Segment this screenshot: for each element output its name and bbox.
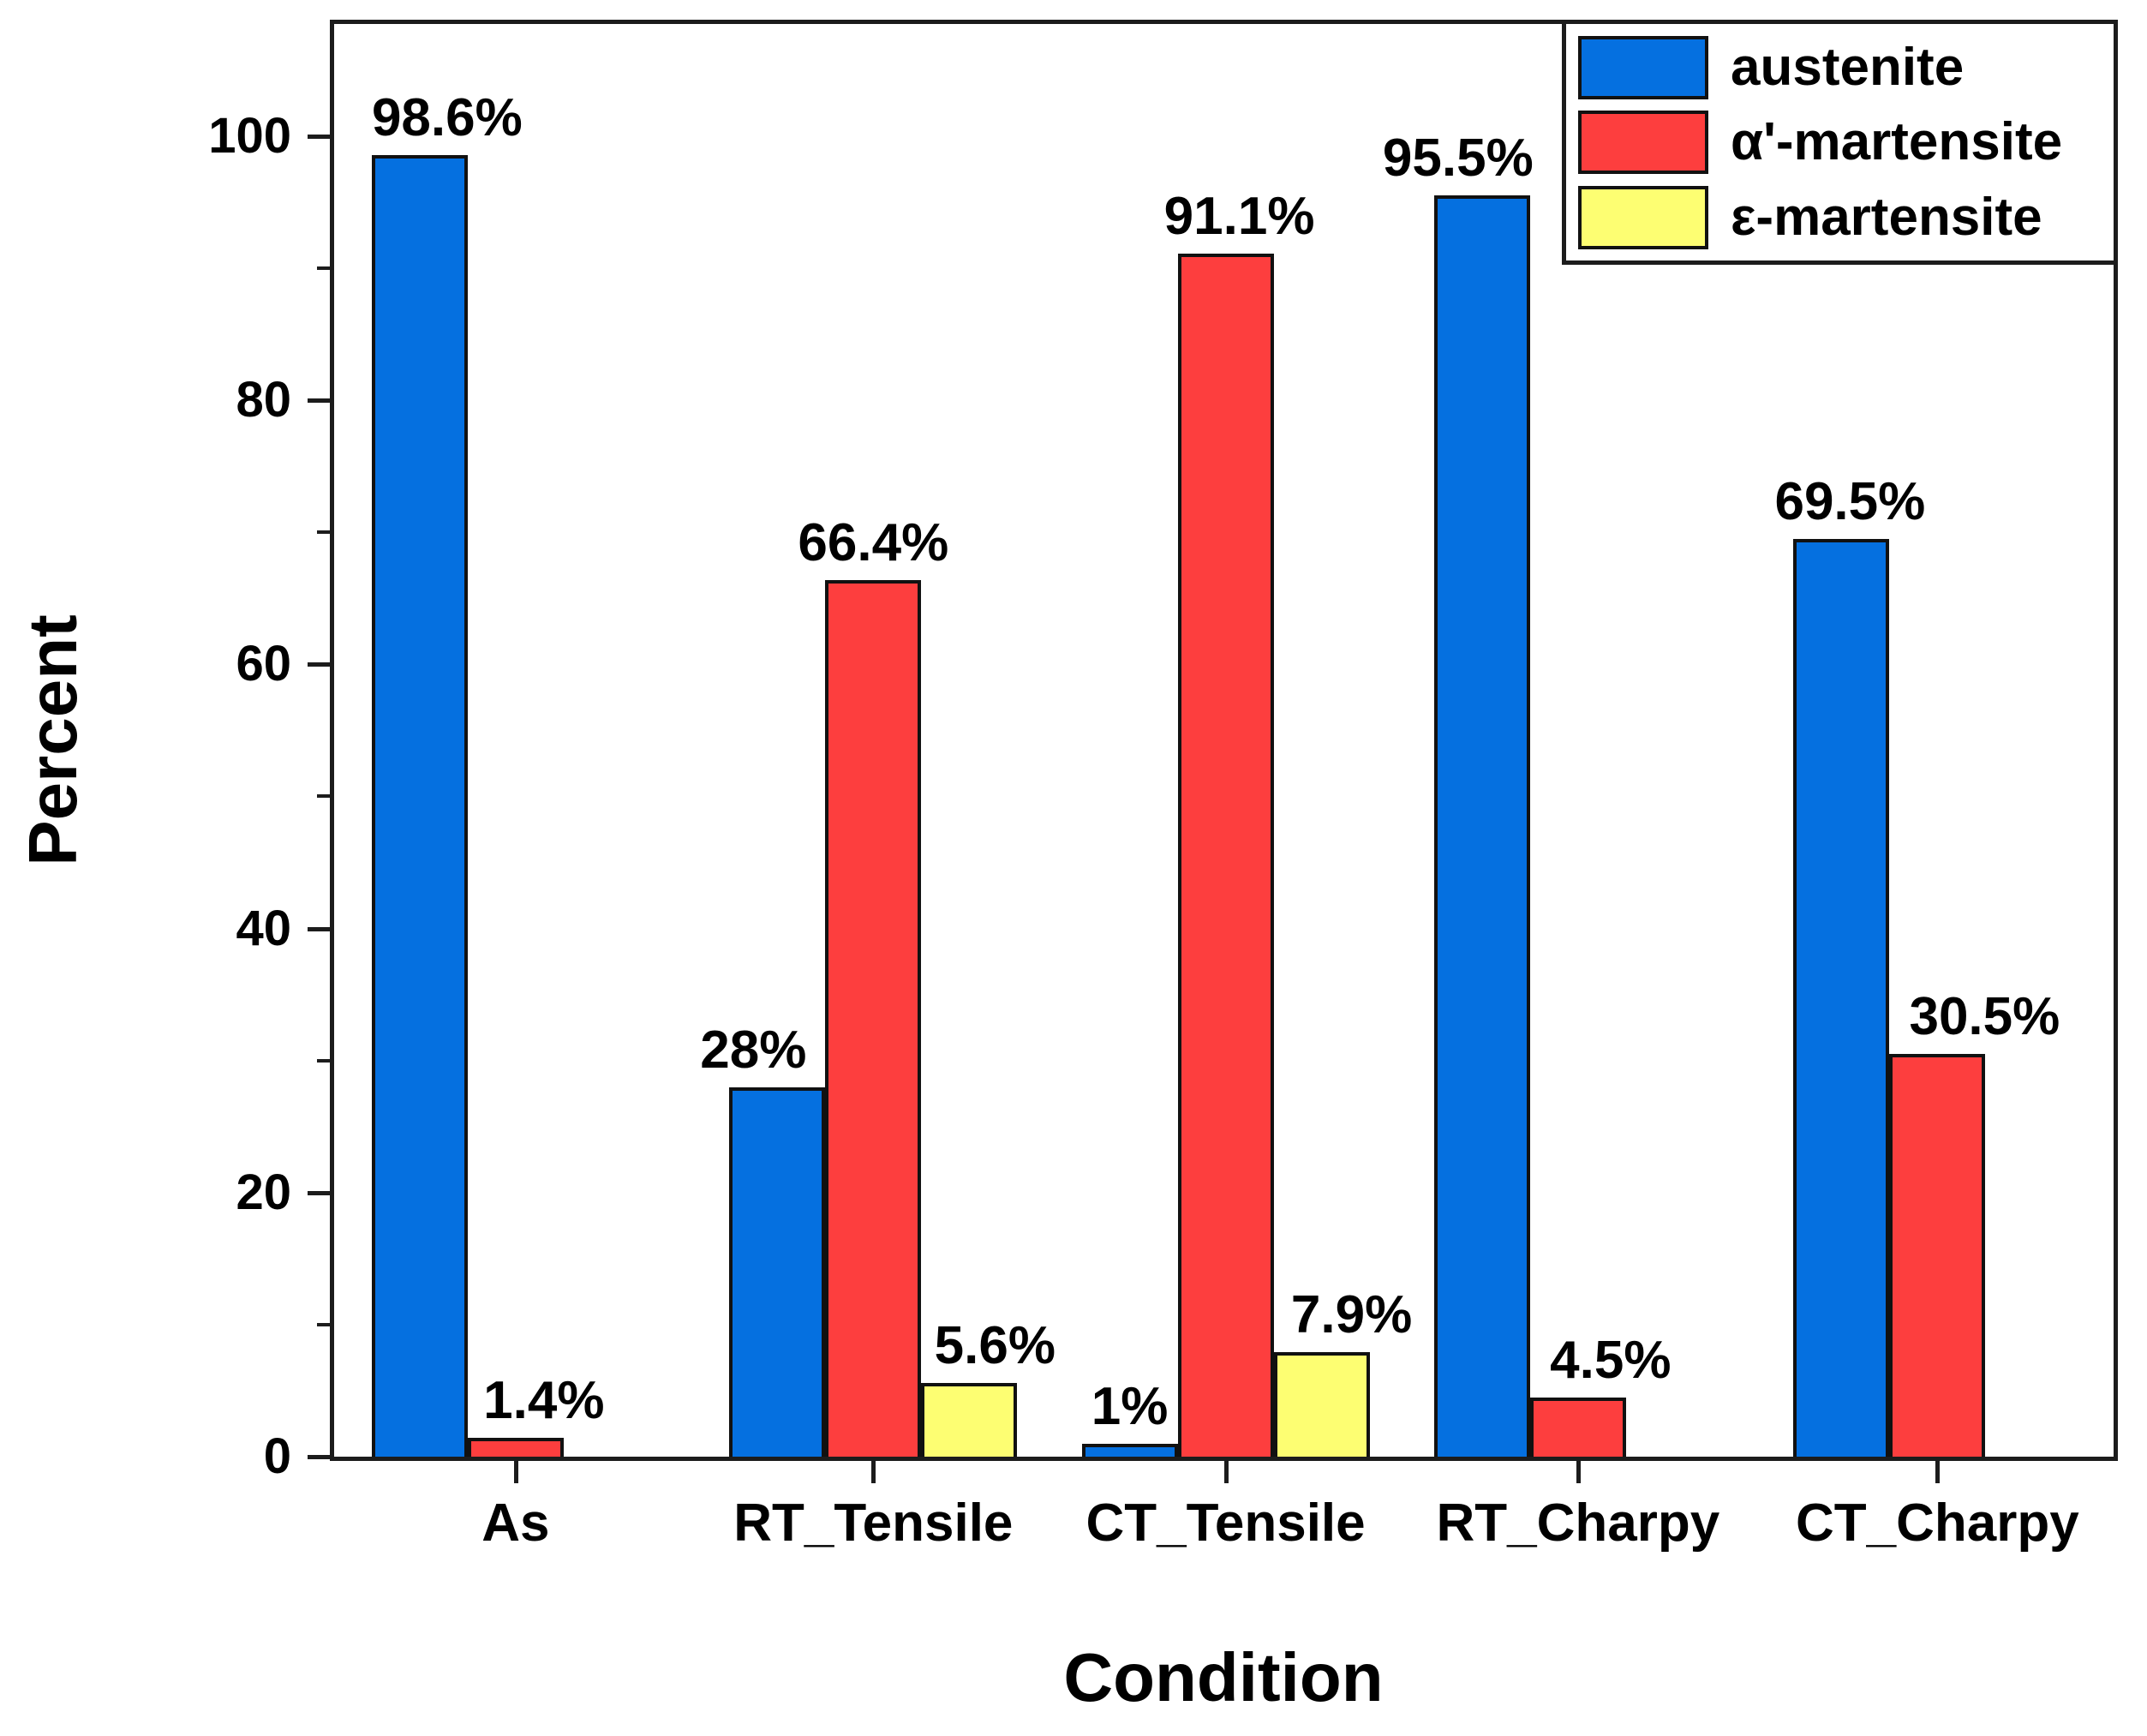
y-axis-minor-tick [317, 530, 330, 535]
y-axis-tick-label: 40 [236, 900, 291, 956]
bar-ε-martensite-CT_Tensile [1273, 1352, 1370, 1457]
y-axis-minor-tick [317, 1058, 330, 1063]
y-axis-minor-tick [317, 794, 330, 799]
y-axis-major-tick [308, 398, 330, 404]
x-axis-tick-label-As: As [481, 1494, 550, 1553]
y-axis-major-tick [308, 1455, 330, 1459]
y-axis-major-tick [308, 926, 330, 931]
bar-austenite-CT_Tensile [1081, 1443, 1178, 1457]
legend-item-austenite: austenite [1578, 35, 2114, 99]
y-axis-major-tick [308, 134, 330, 139]
bar-value-label: 66.4% [798, 512, 949, 572]
x-axis-tick-label-CT_Tensile: CT_Tensile [1085, 1494, 1366, 1553]
bar-austenite-RT_Charpy [1433, 195, 1530, 1457]
bar-austenite-RT_Tensile [729, 1086, 826, 1457]
bar-value-label: 98.6% [371, 87, 523, 147]
x-axis-tick [513, 1461, 518, 1483]
y-axis-tick-label: 80 [236, 372, 291, 428]
legend-swatch-austenite [1578, 35, 1708, 99]
bar-α'-martensite-CT_Charpy [1889, 1054, 1986, 1457]
bar-value-label: 5.6% [934, 1315, 1056, 1375]
bar-value-label: 4.5% [1550, 1330, 1672, 1390]
y-axis-major-tick [308, 1190, 330, 1195]
y-axis-tick-label: 0 [263, 1428, 291, 1484]
x-axis-tick-label-RT_Charpy: RT_Charpy [1436, 1494, 1720, 1553]
y-axis-minor-tick [317, 1322, 330, 1326]
bar-value-label: 95.5% [1382, 129, 1534, 189]
x-axis-tick [1223, 1461, 1229, 1483]
x-axis-tick [871, 1461, 876, 1483]
y-axis-minor-tick [317, 266, 330, 271]
x-axis-tick-label-RT_Tensile: RT_Tensile [733, 1494, 1014, 1553]
legend-swatch-epsilon-martensite [1578, 185, 1708, 249]
bar-α'-martensite-RT_Tensile [825, 579, 922, 1457]
y-axis-major-tick [308, 662, 330, 667]
bar-value-label: 7.9% [1290, 1285, 1413, 1345]
legend-label: austenite [1731, 37, 1965, 97]
bar-value-label: 1.4% [483, 1371, 605, 1431]
y-axis-tick-label: 100 [208, 107, 291, 164]
legend-label: α'-martensite [1731, 112, 2063, 171]
bar-α'-martensite-As [467, 1438, 564, 1457]
bar-α'-martensite-CT_Tensile [1177, 254, 1274, 1457]
legend-item-epsilon-martensite: ε-martensite [1578, 185, 2114, 249]
bar-ε-martensite-RT_Tensile [921, 1382, 1018, 1457]
x-axis-tick [1935, 1461, 1941, 1483]
bar-value-label: 30.5% [1909, 987, 2060, 1046]
legend-swatch-alpha-martensite [1578, 111, 1708, 174]
y-axis-tick-label: 20 [236, 1164, 291, 1220]
x-axis-title: Condition [1063, 1639, 1384, 1715]
bar-value-label: 69.5% [1774, 472, 1926, 531]
legend: austenite α'-martensite ε-martensite [1562, 20, 2118, 265]
y-axis-title: Percent [15, 614, 91, 866]
bar-value-label: 1% [1091, 1376, 1169, 1436]
bar-austenite-As [371, 154, 468, 1457]
x-axis-tick [1576, 1461, 1581, 1483]
x-axis-tick-label-CT_Charpy: CT_Charpy [1796, 1494, 2079, 1553]
legend-item-alpha-martensite: α'-martensite [1578, 111, 2114, 174]
bar-value-label: 28% [700, 1020, 807, 1080]
legend-label: ε-martensite [1731, 187, 2042, 247]
bar-austenite-CT_Charpy [1793, 539, 1890, 1457]
y-axis-tick-label: 60 [236, 636, 291, 692]
bar-α'-martensite-RT_Charpy [1529, 1397, 1626, 1457]
bar-value-label: 91.1% [1163, 187, 1315, 247]
